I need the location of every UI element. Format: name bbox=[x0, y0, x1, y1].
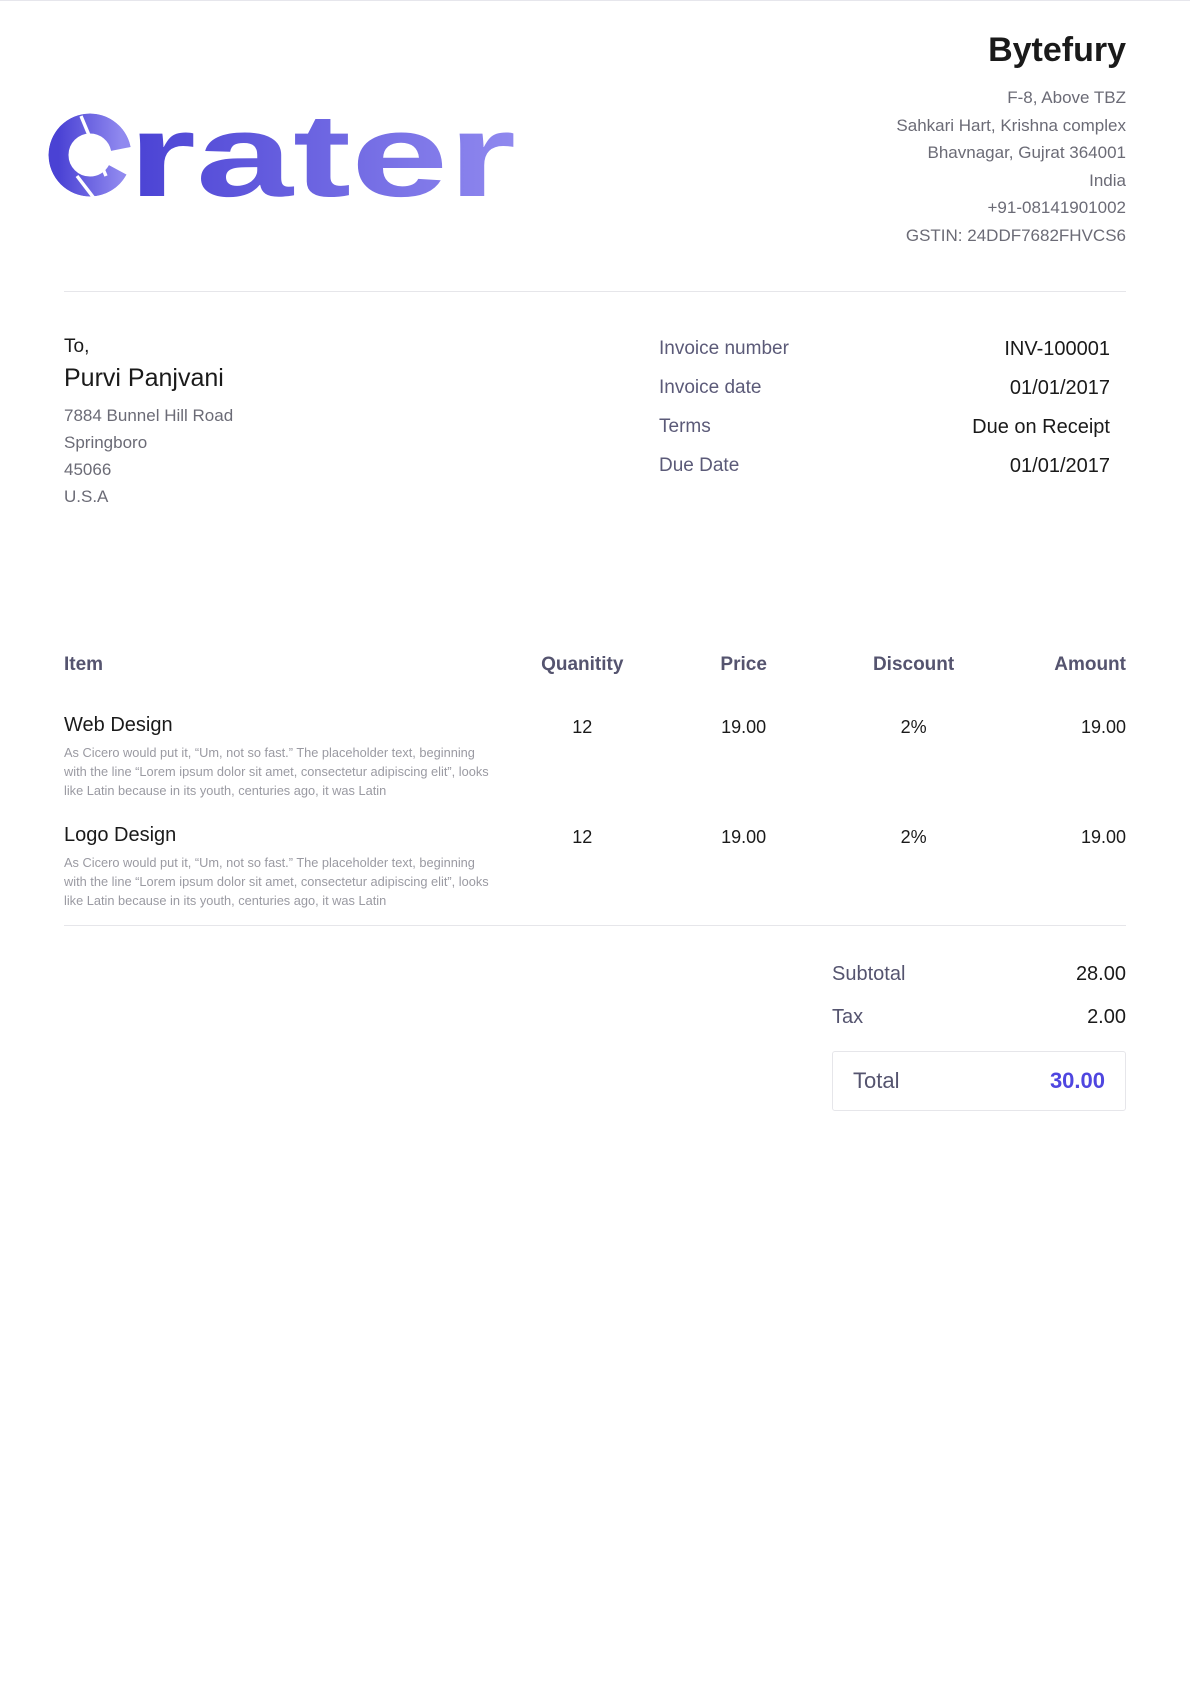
svg-text:rater: rater bbox=[128, 90, 516, 204]
